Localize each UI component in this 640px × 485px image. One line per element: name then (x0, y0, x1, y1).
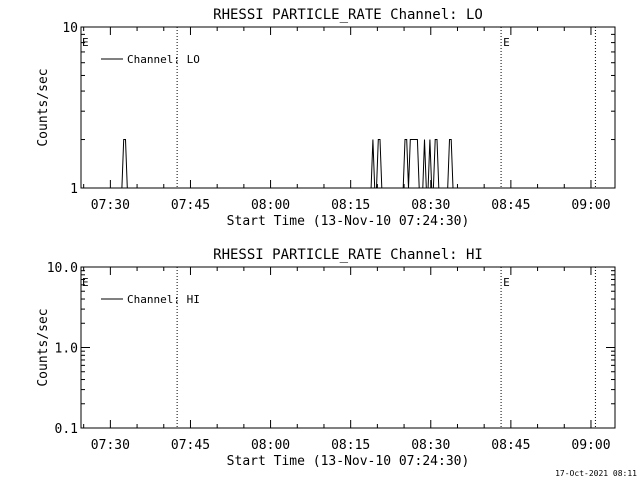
x-tick-label-hi: 08:00 (251, 438, 290, 453)
legend-label-lo: Channel: LO (127, 53, 200, 66)
y-tick-label-hi: 0.1 (55, 422, 78, 437)
x-tick-label-lo: 07:45 (171, 198, 210, 213)
panel-hi: RHESSI PARTICLE_RATE Channel: HI Start Ti… (36, 247, 616, 469)
x-tick-label-lo: 08:15 (331, 198, 370, 213)
x-tick-label-hi: 09:00 (571, 438, 610, 453)
legend-label-hi: Channel: HI (127, 293, 200, 306)
x-tick-label-hi: 08:15 (331, 438, 370, 453)
x-tick-label-hi: 07:30 (91, 438, 130, 453)
event-marker-label-hi: E (503, 276, 510, 289)
x-tick-label-lo: 08:30 (411, 198, 450, 213)
y-axis-label-lo: Counts/sec (36, 68, 51, 146)
footer-timestamp: 17-Oct-2021 08:11 (555, 469, 637, 478)
event-marker-label-lo: E (503, 36, 510, 49)
panel-lo: RHESSI PARTICLE_RATE Channel: LO Start Ti… (36, 7, 616, 229)
x-tick-label-lo: 08:00 (251, 198, 290, 213)
chart-title-lo: RHESSI PARTICLE_RATE Channel: LO (213, 7, 483, 23)
x-tick-label-hi: 08:45 (491, 438, 530, 453)
series-line-lo (81, 139, 615, 189)
y-tick-label-hi: 10.0 (47, 261, 78, 276)
chart-title-hi: RHESSI PARTICLE_RATE Channel: HI (213, 247, 483, 263)
x-tick-label-hi: 08:30 (411, 438, 450, 453)
y-tick-label-lo: 1 (70, 182, 78, 197)
edge-label-lo: E (82, 36, 89, 49)
x-tick-label-lo: 07:30 (91, 198, 130, 213)
edge-label-hi: E (82, 276, 89, 289)
x-tick-label-lo: 09:00 (571, 198, 610, 213)
x-tick-label-hi: 07:45 (171, 438, 210, 453)
x-tick-label-lo: 08:45 (491, 198, 530, 213)
x-axis-label-hi: Start Time (13-Nov-10 07:24:30) (227, 454, 470, 469)
y-tick-label-lo: 10 (62, 21, 78, 36)
x-axis-label-lo: Start Time (13-Nov-10 07:24:30) (227, 214, 470, 229)
y-tick-label-hi: 1.0 (55, 342, 78, 357)
y-axis-label-hi: Counts/sec (36, 308, 51, 386)
